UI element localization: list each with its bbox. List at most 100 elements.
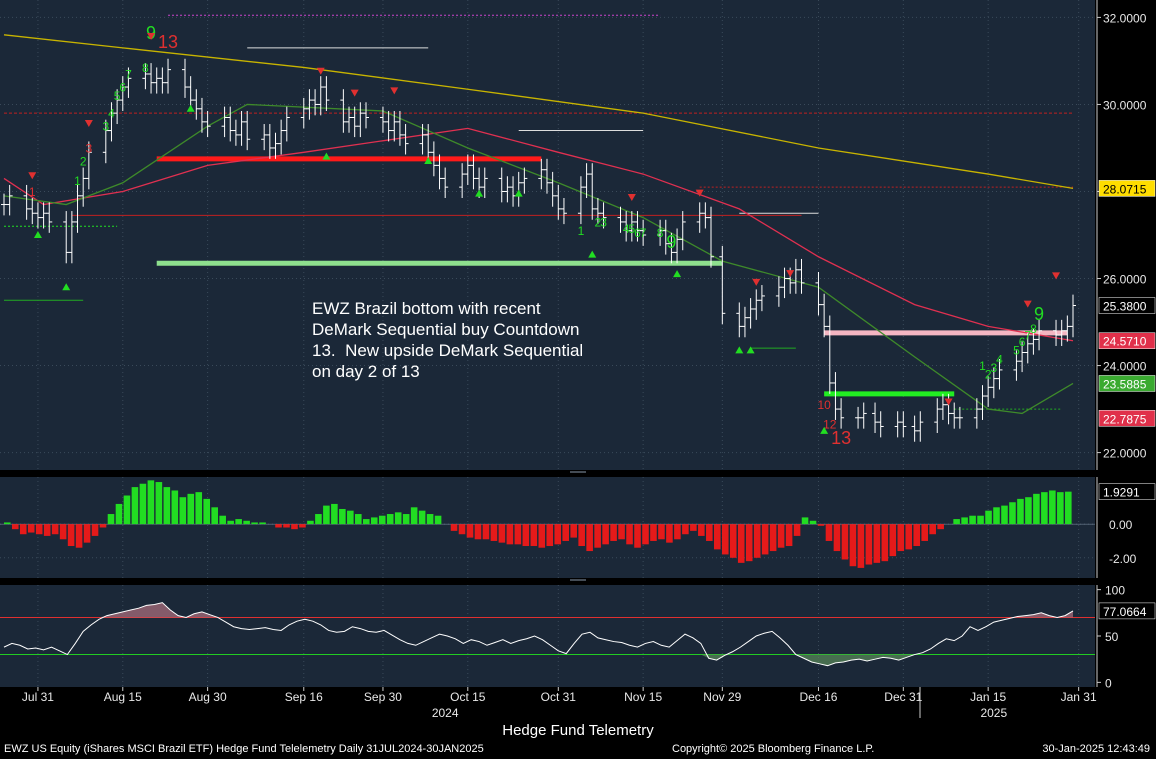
x-tick-label: Nov 29 [703,690,741,704]
demark-count-label: 4 [996,352,1003,366]
histogram-bar [745,524,753,562]
histogram-bar [243,520,250,525]
histogram-bar [490,524,498,541]
buy-signal-arrow [33,231,42,238]
histogram-bar [370,517,378,525]
histogram-bar [426,514,434,525]
histogram-bar [450,524,458,531]
histogram-bar [347,510,354,525]
histogram-bar [283,524,290,528]
moving-average-line [3,127,1074,342]
sell-signal-arrow [944,398,953,406]
histogram-bar [219,515,226,525]
histogram-bar [474,524,482,540]
histogram-bar [626,524,633,545]
histogram-bar [339,508,346,525]
sell-signal-arrow [390,87,399,95]
histogram-bar [1033,493,1040,525]
histogram-bar [498,524,506,543]
histogram-bar [1049,490,1056,525]
histogram-bar [362,519,370,525]
demark-count-label: 13 [831,428,851,448]
histogram-bar [75,524,83,548]
histogram-bar [83,524,91,543]
histogram-bar [1009,502,1016,525]
histogram-bar [602,524,609,545]
price-panel-bg [0,0,1095,470]
sell-signal-arrow [752,278,761,286]
demark-count-label: 3 [85,141,92,155]
x-tick-label: Oct 15 [450,690,486,704]
histogram-bar [985,510,992,525]
histogram-bar [841,524,849,560]
demark-count-label: 6 [1019,335,1026,349]
x-tick-label: Dec 16 [799,690,837,704]
histogram-bar [530,524,538,547]
price-value-tag-text: 22.7875 [1103,412,1147,426]
histogram-bar [674,524,681,540]
buy-signal-arrow [735,346,744,354]
histogram-bar [259,522,266,525]
footer-security-info: EWZ US Equity (iShares MSCI Brazil ETF) … [4,743,484,755]
oscillator-y-tick-label: 50 [1105,630,1119,644]
price-y-tick-label: 26.0000 [1103,273,1147,287]
demark-count-label: 8 [142,61,149,75]
buy-signal-arrow [322,152,331,160]
sell-signal-arrow [1052,272,1061,280]
histogram-bar [554,524,562,545]
histogram-bar [642,524,649,545]
histogram-bar [769,524,777,552]
demark-count-label: 2 [595,215,602,229]
sell-signal-arrow [84,120,93,128]
histogram-bar [179,497,187,525]
histogram-bar [977,515,984,525]
oscillator-y-tick-label: 0 [1105,676,1112,690]
histogram-bar [355,514,362,525]
histogram-bar [458,524,466,535]
histogram-bar [291,524,298,530]
demark-count-label: 2 [80,154,87,168]
histogram-bar [147,480,155,525]
demark-count-label: 1 [979,359,986,373]
price-y-tick-label: 24.0000 [1103,360,1147,374]
histogram-bar [331,503,338,525]
histogram-bar [155,482,163,525]
histogram-bar [171,490,179,525]
histogram-bar [1017,498,1024,525]
histogram-bar [522,524,530,547]
buy-signal-arrow [588,250,597,258]
demark-count-label: 5 [1013,344,1020,358]
histogram-bar [714,524,721,550]
histogram-value-tag [1098,483,1156,500]
demark-count-label: 7 [1024,328,1031,342]
sell-signal-arrow [147,32,156,40]
sell-signal-arrow [786,270,795,278]
demark-count-label: 9 [666,232,676,252]
histogram-bar [51,524,59,535]
histogram-bar [203,498,211,525]
demark-count-label: 8 [657,226,664,240]
demark-count-label: 12 [823,418,837,432]
histogram-bar [961,517,968,525]
histogram-bar [578,524,585,547]
histogram-bar [937,524,944,530]
histogram-bar [897,524,905,552]
chart-annotation: EWZ Brazil bottom with recent DeMark Seq… [312,299,584,381]
histogram-bar [131,487,139,525]
histogram-bar [514,524,522,545]
histogram-bar [690,524,697,531]
x-tick-label: Sep 30 [364,690,402,704]
histogram-bar [737,524,745,563]
histogram-bar [235,519,242,525]
price-value-tag-text: 28.0715 [1103,182,1147,196]
demark-count-label: 3 [990,361,997,375]
histogram-bar [777,524,785,548]
histogram-y-tick-label: -2.00 [1109,552,1137,566]
price-y-tick-label: 22.0000 [1103,447,1147,461]
oscillator-value-tag-text: 77.0664 [1103,605,1147,619]
oscillator-line [3,602,1074,667]
moving-average-line [3,34,1074,190]
demark-count-label: 3 [600,215,607,229]
histogram-bar [11,524,19,530]
